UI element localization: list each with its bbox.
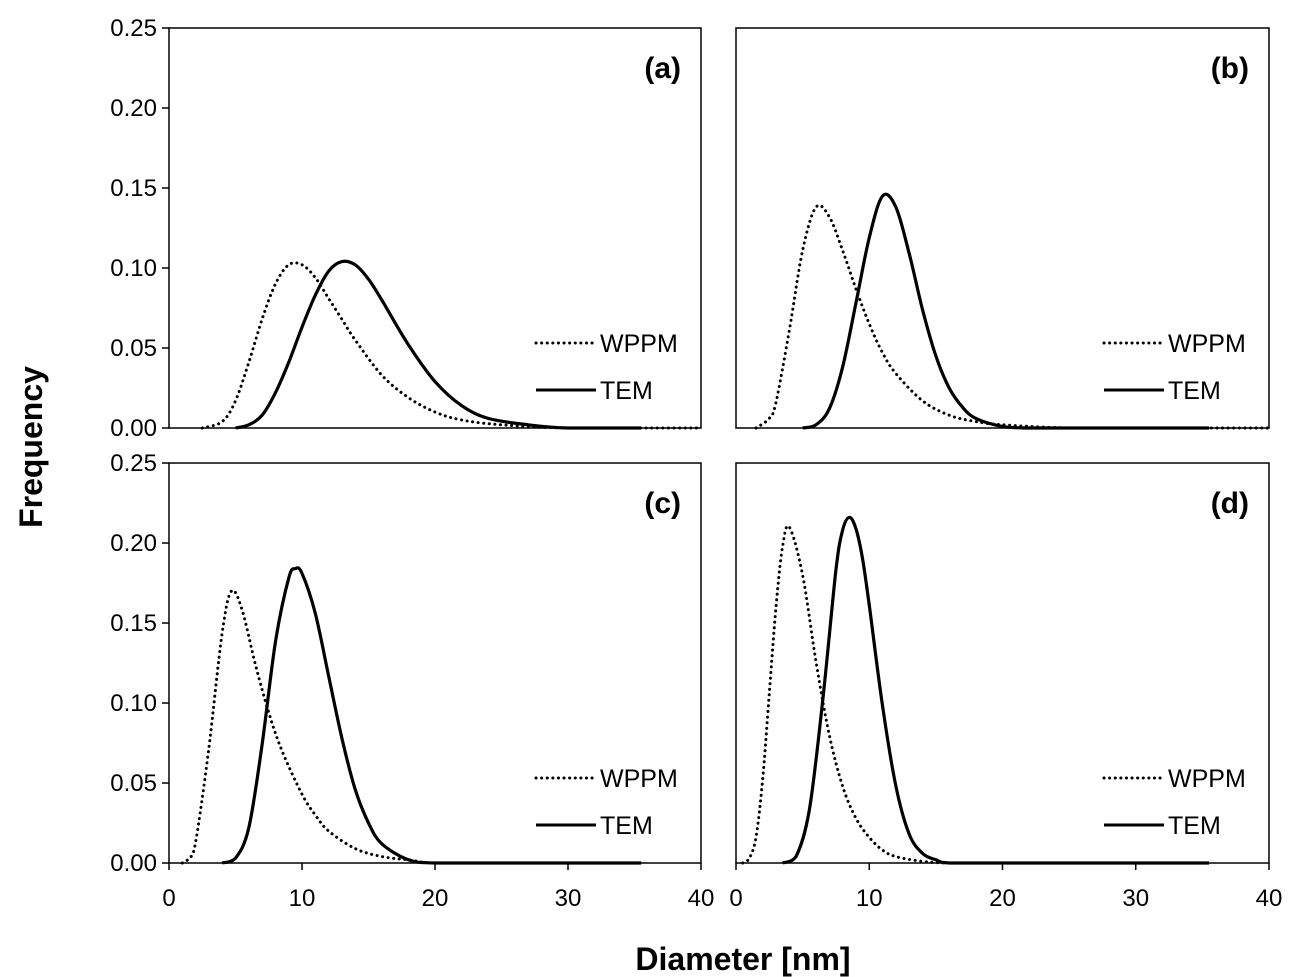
- panel-c-x-tick-label: 30: [555, 885, 582, 912]
- panel-a-y-tick-label: 0.20: [110, 95, 157, 122]
- panel-d-x-tick-label: 0: [729, 885, 742, 912]
- panel-d-x-tick-label: 20: [989, 885, 1016, 912]
- panel-a-y-tick-label: 0.00: [110, 415, 157, 442]
- panel-d-frame: [735, 462, 1270, 864]
- panel-b-legend-label-tem: TEM: [1168, 377, 1221, 405]
- panel-d-series-wppm-line: [741, 524, 1004, 865]
- panel-c-y-tick-label: 0.05: [110, 770, 157, 797]
- panel-b-legend-label-wppm: WPPM: [1168, 330, 1246, 358]
- panel-b-frame: [735, 27, 1270, 429]
- panel-c-x-tick-label: 0: [162, 885, 175, 912]
- panel-a-legend-label-tem: TEM: [600, 377, 653, 405]
- panel-c-y-tick-label: 0.25: [110, 450, 157, 477]
- panel-c-legend-label-wppm: WPPM: [600, 765, 678, 793]
- panel-c-series-tem-line: [221, 566, 642, 865]
- panel-c-legend-label-tem: TEM: [600, 812, 653, 840]
- panel-a-legend-label-wppm: WPPM: [600, 330, 678, 358]
- panel-c-y-tick-label: 0.00: [110, 850, 157, 877]
- panel-a-y-tick-label: 0.10: [110, 255, 157, 282]
- panel-a-frame: [168, 27, 702, 429]
- panel-b-series-wppm-line: [754, 203, 1271, 430]
- panel-a-y-tick-label: 0.25: [110, 15, 157, 42]
- panel-d-x-tick-label: 40: [1256, 885, 1283, 912]
- panel-d-legend-label-tem: TEM: [1168, 812, 1221, 840]
- panel-c-x-tick-label: 10: [289, 885, 316, 912]
- panel-d-series-tem-line: [781, 515, 1209, 865]
- panel-c-y-tick-label: 0.15: [110, 610, 157, 637]
- panel-d-x-tick-label: 10: [856, 885, 883, 912]
- panel-a-y-tick-label: 0.15: [110, 175, 157, 202]
- panel-d-legend-label-wppm: WPPM: [1168, 765, 1246, 793]
- panel-d-label: (d): [1211, 487, 1249, 520]
- panel-c-frame: [168, 462, 702, 864]
- panel-c-x-tick-label: 40: [688, 885, 715, 912]
- panel-d-x-tick-label: 30: [1122, 885, 1149, 912]
- panel-b-series-tem-line: [802, 192, 1209, 430]
- panel-a-series-tem-line: [235, 259, 642, 430]
- panel-a-label: (a): [644, 52, 681, 85]
- panel-a-y-tick-label: 0.05: [110, 335, 157, 362]
- panel-c-x-tick-label: 20: [422, 885, 449, 912]
- x-axis-title: Diameter [nm]: [635, 941, 850, 977]
- panel-c-y-tick-label: 0.10: [110, 690, 157, 717]
- panel-c-y-tick-label: 0.20: [110, 530, 157, 557]
- panel-b-label: (b): [1211, 52, 1249, 85]
- panel-c-label: (c): [644, 487, 681, 520]
- y-axis-title: Frequency: [13, 366, 49, 528]
